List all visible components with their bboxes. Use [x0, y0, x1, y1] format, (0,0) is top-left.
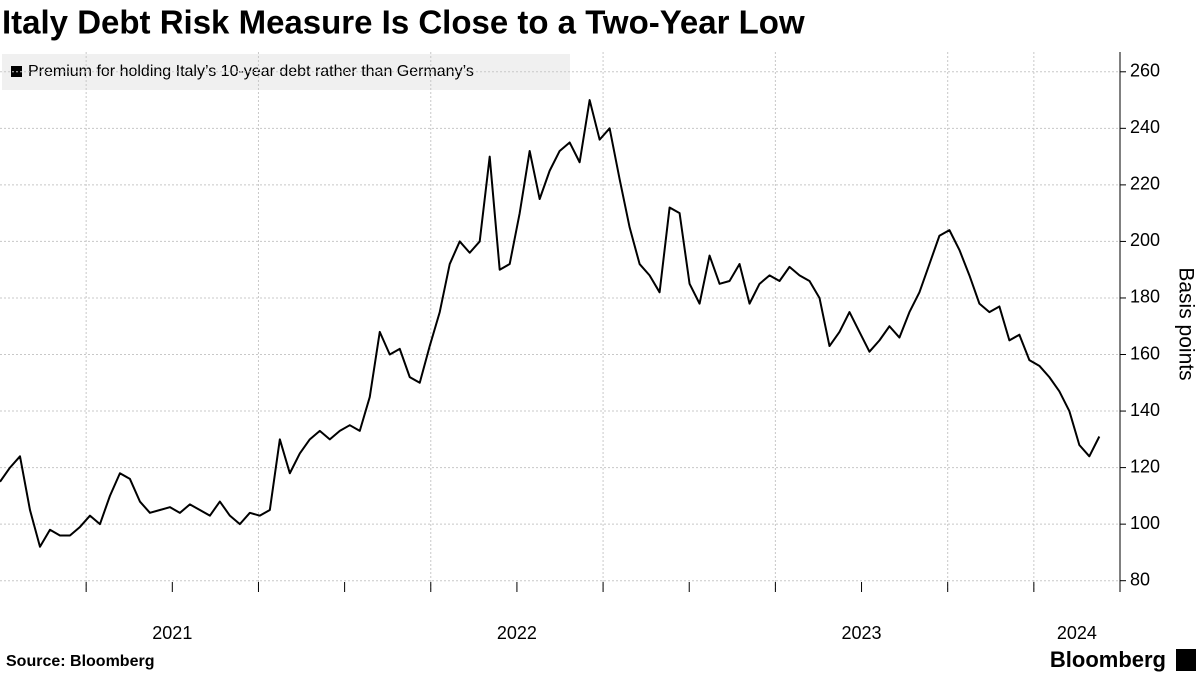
- y-tick-label: 80: [1130, 569, 1150, 589]
- x-tick-label: 2024: [1057, 623, 1097, 643]
- y-tick-label: 260: [1130, 61, 1160, 81]
- x-tick-label: 2021: [152, 623, 192, 643]
- y-tick-label: 220: [1130, 174, 1160, 194]
- y-tick-label: 200: [1130, 230, 1160, 250]
- y-tick-label: 140: [1130, 400, 1160, 420]
- y-tick-label: 180: [1130, 287, 1160, 307]
- brand-icon: [1176, 649, 1196, 671]
- brand: Bloomberg: [1050, 647, 1166, 672]
- x-tick-label: 2023: [842, 623, 882, 643]
- y-axis-label: Basis points: [1174, 267, 1197, 380]
- y-tick-label: 160: [1130, 343, 1160, 363]
- line-series: [0, 99, 1101, 548]
- y-tick-label: 120: [1130, 456, 1160, 476]
- legend-label: Premium for holding Italy’s 10-year debt…: [28, 63, 474, 80]
- y-tick-label: 240: [1130, 117, 1160, 137]
- y-tick-label: 100: [1130, 513, 1160, 533]
- chart-title: Italy Debt Risk Measure Is Close to a Tw…: [2, 4, 805, 41]
- source: Source: Bloomberg: [6, 653, 154, 670]
- x-tick-label: 2022: [497, 623, 537, 643]
